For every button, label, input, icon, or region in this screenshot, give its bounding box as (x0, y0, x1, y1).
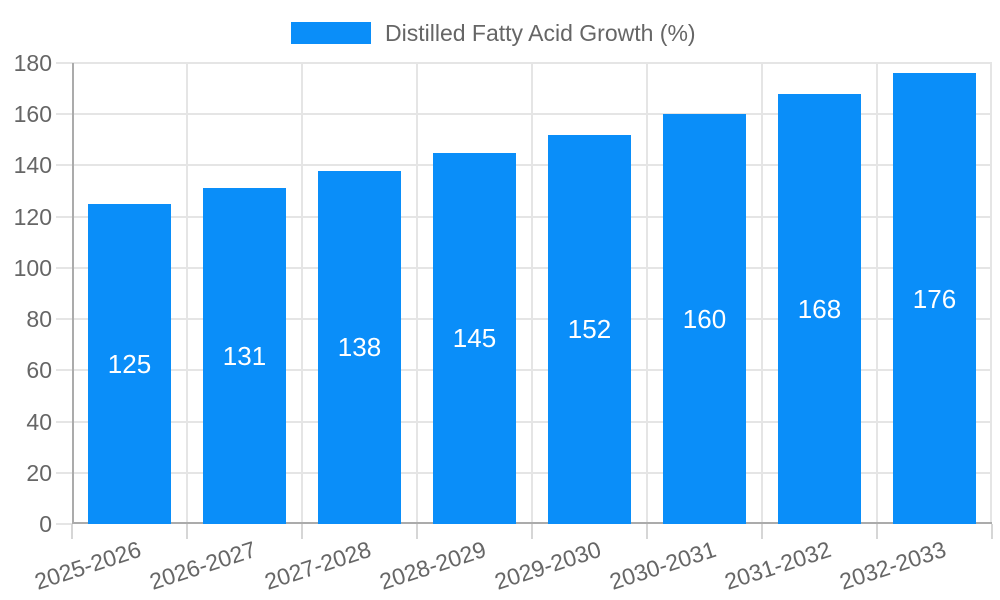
bar-value-label: 145 (452, 323, 497, 354)
y-axis-tick-label: 20 (26, 459, 52, 486)
y-axis-tick-label: 0 (39, 511, 52, 537)
bar (88, 203, 171, 524)
x-axis-tick-label: 2025-2026 (30, 536, 144, 595)
y-axis-tick-label: 40 (26, 408, 52, 435)
y-tick (56, 164, 72, 167)
bar-value-label: 152 (567, 314, 612, 345)
gridline-vertical (416, 63, 418, 524)
bar-value-label: 168 (797, 293, 842, 324)
y-tick (56, 215, 72, 218)
y-axis-tick-label: 160 (13, 101, 52, 128)
x-tick (876, 524, 878, 539)
x-axis-line (72, 522, 992, 524)
bar (893, 73, 976, 524)
x-axis-tick-label: 2028-2029 (375, 536, 489, 595)
y-axis-tick-label: 80 (26, 306, 52, 333)
bar-value-label: 160 (682, 304, 727, 335)
bar (318, 170, 401, 524)
legend-label: Distilled Fatty Acid Growth (%) (385, 20, 696, 46)
y-tick (56, 318, 72, 321)
y-tick (56, 62, 72, 64)
y-tick (56, 420, 72, 423)
bar (663, 114, 746, 524)
x-axis-tick-label: 2031-2032 (720, 536, 834, 595)
bar-value-label: 138 (337, 332, 382, 363)
x-tick (186, 524, 188, 539)
bar-value-label: 176 (912, 283, 957, 314)
y-axis-tick-label: 100 (13, 254, 52, 281)
y-axis-tick-label: 140 (13, 152, 52, 179)
x-tick (301, 524, 303, 539)
y-axis-tick-label: 60 (26, 357, 52, 384)
x-tick (531, 524, 533, 539)
x-tick (761, 524, 763, 539)
y-axis-line (72, 63, 74, 524)
bar-value-label: 131 (222, 341, 267, 372)
x-tick (646, 524, 648, 539)
y-tick (56, 471, 72, 474)
x-axis-tick-label: 2030-2031 (605, 536, 719, 595)
y-tick (56, 113, 72, 116)
gridline-vertical (301, 63, 303, 524)
x-tick (991, 524, 993, 539)
bar (778, 93, 861, 524)
x-axis-tick-label: 2027-2028 (260, 536, 374, 595)
x-axis-tick-label: 2026-2027 (145, 536, 259, 595)
gridline-vertical (761, 63, 763, 524)
plot-right-border (990, 63, 992, 524)
x-axis-tick-label: 2029-2030 (490, 536, 604, 595)
legend-swatch (291, 22, 371, 44)
x-axis-tick-label: 2032-2033 (835, 536, 949, 595)
bar (548, 134, 631, 524)
y-tick (56, 369, 72, 372)
bar (203, 188, 286, 524)
y-axis-tick-label: 180 (13, 50, 52, 76)
gridline-vertical (186, 63, 188, 524)
y-axis-tick-label: 120 (13, 203, 52, 230)
gridline-vertical (646, 63, 648, 524)
y-tick (56, 266, 72, 269)
legend: Distilled Fatty Acid Growth (%) (291, 20, 696, 46)
gridline-vertical (531, 63, 533, 524)
bar (433, 152, 516, 524)
gridline-vertical (876, 63, 878, 524)
y-tick (56, 523, 72, 525)
x-tick (416, 524, 418, 539)
bar-value-label: 125 (107, 348, 152, 379)
x-tick (71, 524, 73, 539)
